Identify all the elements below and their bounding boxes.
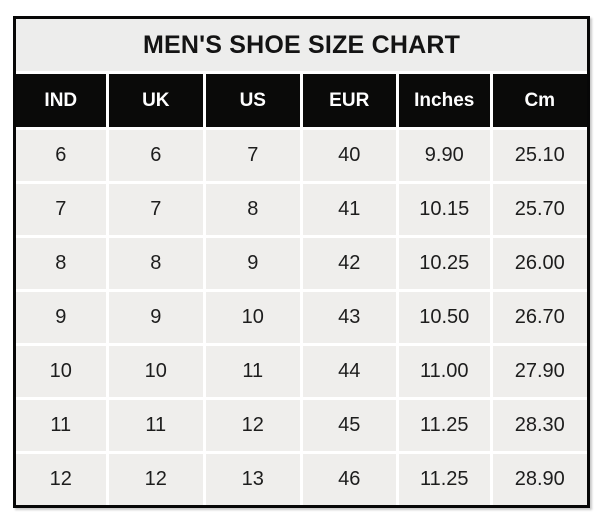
table-cell: 9	[206, 238, 300, 289]
table-cell: 42	[302, 238, 396, 289]
table-cell: 44	[302, 346, 396, 397]
table-cell: 8	[108, 238, 204, 289]
column-header-eur: EUR	[302, 74, 396, 127]
column-header-cm: Cm	[492, 74, 587, 127]
table-cell: 11	[206, 346, 300, 397]
table-cell: 11	[108, 400, 204, 451]
table-cell: 27.90	[492, 346, 587, 397]
chart-title: MEN'S SHOE SIZE CHART	[16, 19, 587, 71]
table-cell: 11.00	[398, 346, 490, 397]
table-cell: 7	[108, 184, 204, 235]
table-cell: 10	[16, 346, 106, 397]
table-cell: 46	[302, 454, 396, 505]
table-cell: 26.70	[492, 292, 587, 343]
table-cell: 10	[206, 292, 300, 343]
shoe-size-chart: MEN'S SHOE SIZE CHART IND UK US EUR Inch…	[13, 16, 590, 508]
column-header-inches: Inches	[398, 74, 490, 127]
table-cell: 41	[302, 184, 396, 235]
table-cell: 28.30	[492, 400, 587, 451]
column-header-uk: UK	[108, 74, 204, 127]
size-table: IND UK US EUR Inches Cm 6 6 7 40 9.90 25…	[16, 74, 587, 505]
table-cell: 10	[108, 346, 204, 397]
table-cell: 7	[16, 184, 106, 235]
table-cell: 12	[108, 454, 204, 505]
table-cell: 11.25	[398, 454, 490, 505]
table-cell: 6	[16, 130, 106, 181]
column-header-us: US	[206, 74, 300, 127]
table-cell: 28.90	[492, 454, 587, 505]
table-cell: 25.70	[492, 184, 587, 235]
table-cell: 12	[206, 400, 300, 451]
table-cell: 10.50	[398, 292, 490, 343]
table-cell: 9	[108, 292, 204, 343]
table-cell: 8	[206, 184, 300, 235]
table-cell: 12	[16, 454, 106, 505]
table-cell: 8	[16, 238, 106, 289]
table-cell: 10.15	[398, 184, 490, 235]
table-cell: 43	[302, 292, 396, 343]
column-header-ind: IND	[16, 74, 106, 127]
table-cell: 9.90	[398, 130, 490, 181]
table-cell: 10.25	[398, 238, 490, 289]
table-cell: 11.25	[398, 400, 490, 451]
table-cell: 45	[302, 400, 396, 451]
table-cell: 7	[206, 130, 300, 181]
table-cell: 6	[108, 130, 204, 181]
table-cell: 13	[206, 454, 300, 505]
table-cell: 11	[16, 400, 106, 451]
table-cell: 25.10	[492, 130, 587, 181]
table-cell: 40	[302, 130, 396, 181]
table-cell: 26.00	[492, 238, 587, 289]
table-cell: 9	[16, 292, 106, 343]
